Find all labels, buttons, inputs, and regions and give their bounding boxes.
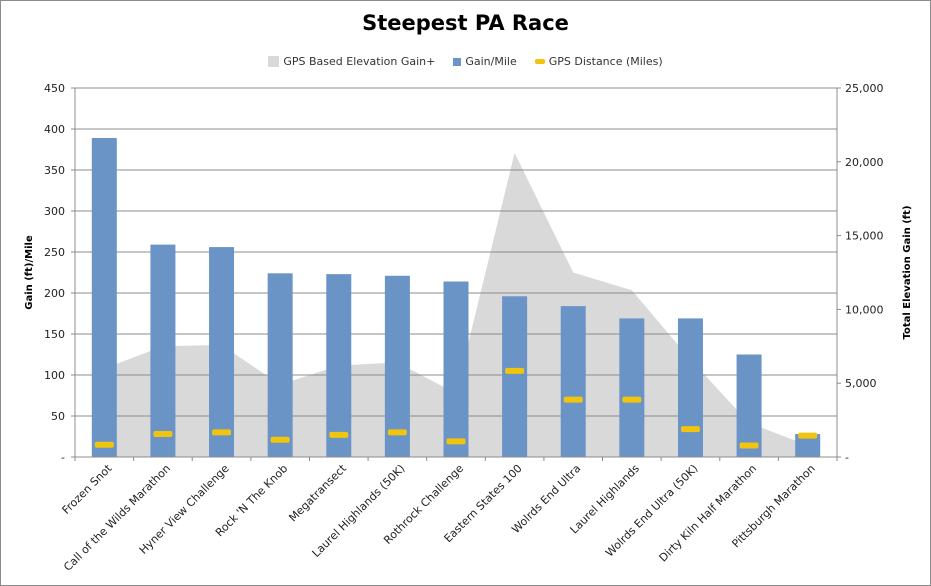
left-tick-label: 200 [44,287,65,300]
legend-item-gain-per-mile: Gain/Mile [453,55,517,68]
left-tick-label: 450 [44,82,65,95]
right-tick-label: 25,000 [845,82,884,95]
legend-swatch-bar [453,57,462,66]
gps-distance-marker [212,429,232,436]
category-label: Dirty Kiln Half Marathon [657,462,760,565]
gps-distance-marker [622,396,642,403]
chart-title: Steepest PA Race [362,11,569,35]
gain-per-mile-bar [677,318,703,457]
left-tick-label: 50 [51,410,65,423]
gain-per-mile-bar [326,274,352,457]
gain-per-mile-bar [619,318,645,457]
category-label: Call of the Wilds Marathon [61,462,173,574]
legend-item-elevation: GPS Based Elevation Gain+ [268,55,435,68]
gain-per-mile-bar [560,306,586,457]
gain-per-mile-bar [736,354,762,457]
gain-per-mile-bar [502,296,528,457]
gps-distance-marker [798,432,818,439]
category-label: Frozen Snot [60,461,115,516]
legend-label-elevation: GPS Based Elevation Gain+ [283,55,436,68]
y2-axis-title: Total Elevation Gain (ft) [902,205,913,339]
left-tick-label: 250 [44,246,65,259]
gain-per-mile-bar [91,138,117,457]
legend-label-gain-per-mile: Gain/Mile [465,55,517,68]
right-tick-label: - [845,451,849,464]
left-tick-label: 100 [44,369,65,382]
gps-distance-marker [329,431,349,438]
y-axis-title: Gain (ft)/Mile [24,235,35,310]
gps-distance-marker [505,367,525,374]
left-tick-label: 400 [44,123,65,136]
gain-per-mile-bar [267,273,293,457]
gps-distance-marker [680,426,700,433]
right-tick-label: 20,000 [845,156,884,169]
right-tick-label: 10,000 [845,303,884,316]
left-tick-label: 150 [44,328,65,341]
left-tick-label: - [61,451,65,464]
gain-per-mile-bar [795,434,821,457]
gps-distance-marker [153,431,173,438]
legend-item-distance: GPS Distance (Miles) [534,55,663,68]
right-tick-label: 5,000 [845,377,877,390]
gps-distance-marker [387,429,407,436]
gps-distance-marker [563,396,583,403]
gps-distance-marker [446,438,466,445]
left-tick-label: 350 [44,164,65,177]
right-tick-label: 15,000 [845,230,884,243]
gps-distance-marker [94,441,114,448]
gps-distance-marker [739,442,759,449]
category-label: Megatransect [286,461,349,524]
left-tick-label: 300 [44,205,65,218]
chart-legend: GPS Based Elevation Gain+ Gain/Mile GPS … [1,55,930,68]
gain-per-mile-bar [443,281,469,457]
gps-distance-marker [270,436,290,443]
legend-swatch-marker [534,59,545,64]
gain-per-mile-bar [384,275,410,457]
legend-swatch-area [268,56,280,67]
legend-label-distance: GPS Distance (Miles) [548,55,663,68]
gain-per-mile-bar [150,244,176,457]
gain-per-mile-bar [209,247,235,457]
